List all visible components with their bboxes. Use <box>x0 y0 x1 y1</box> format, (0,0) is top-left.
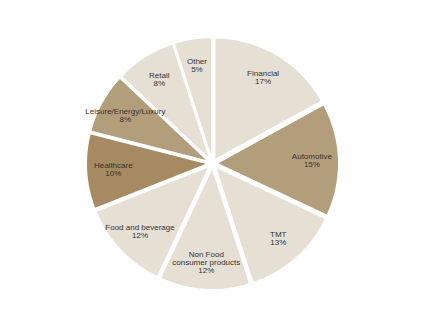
svg-text:TMT13%: TMT13% <box>270 230 287 247</box>
svg-text:Retail8%: Retail8% <box>149 71 170 88</box>
svg-text:Non Foodconsumer products12%: Non Foodconsumer products12% <box>172 250 240 275</box>
svg-text:Financial17%: Financial17% <box>247 69 279 86</box>
svg-text:Other5%: Other5% <box>187 57 207 74</box>
svg-text:Automotive15%: Automotive15% <box>292 152 333 169</box>
svg-text:Food and beverage12%: Food and beverage12% <box>105 223 175 240</box>
svg-text:Healthcare10%: Healthcare10% <box>94 161 133 178</box>
svg-text:Leisure/Energy/Luxury8%: Leisure/Energy/Luxury8% <box>85 107 165 124</box>
